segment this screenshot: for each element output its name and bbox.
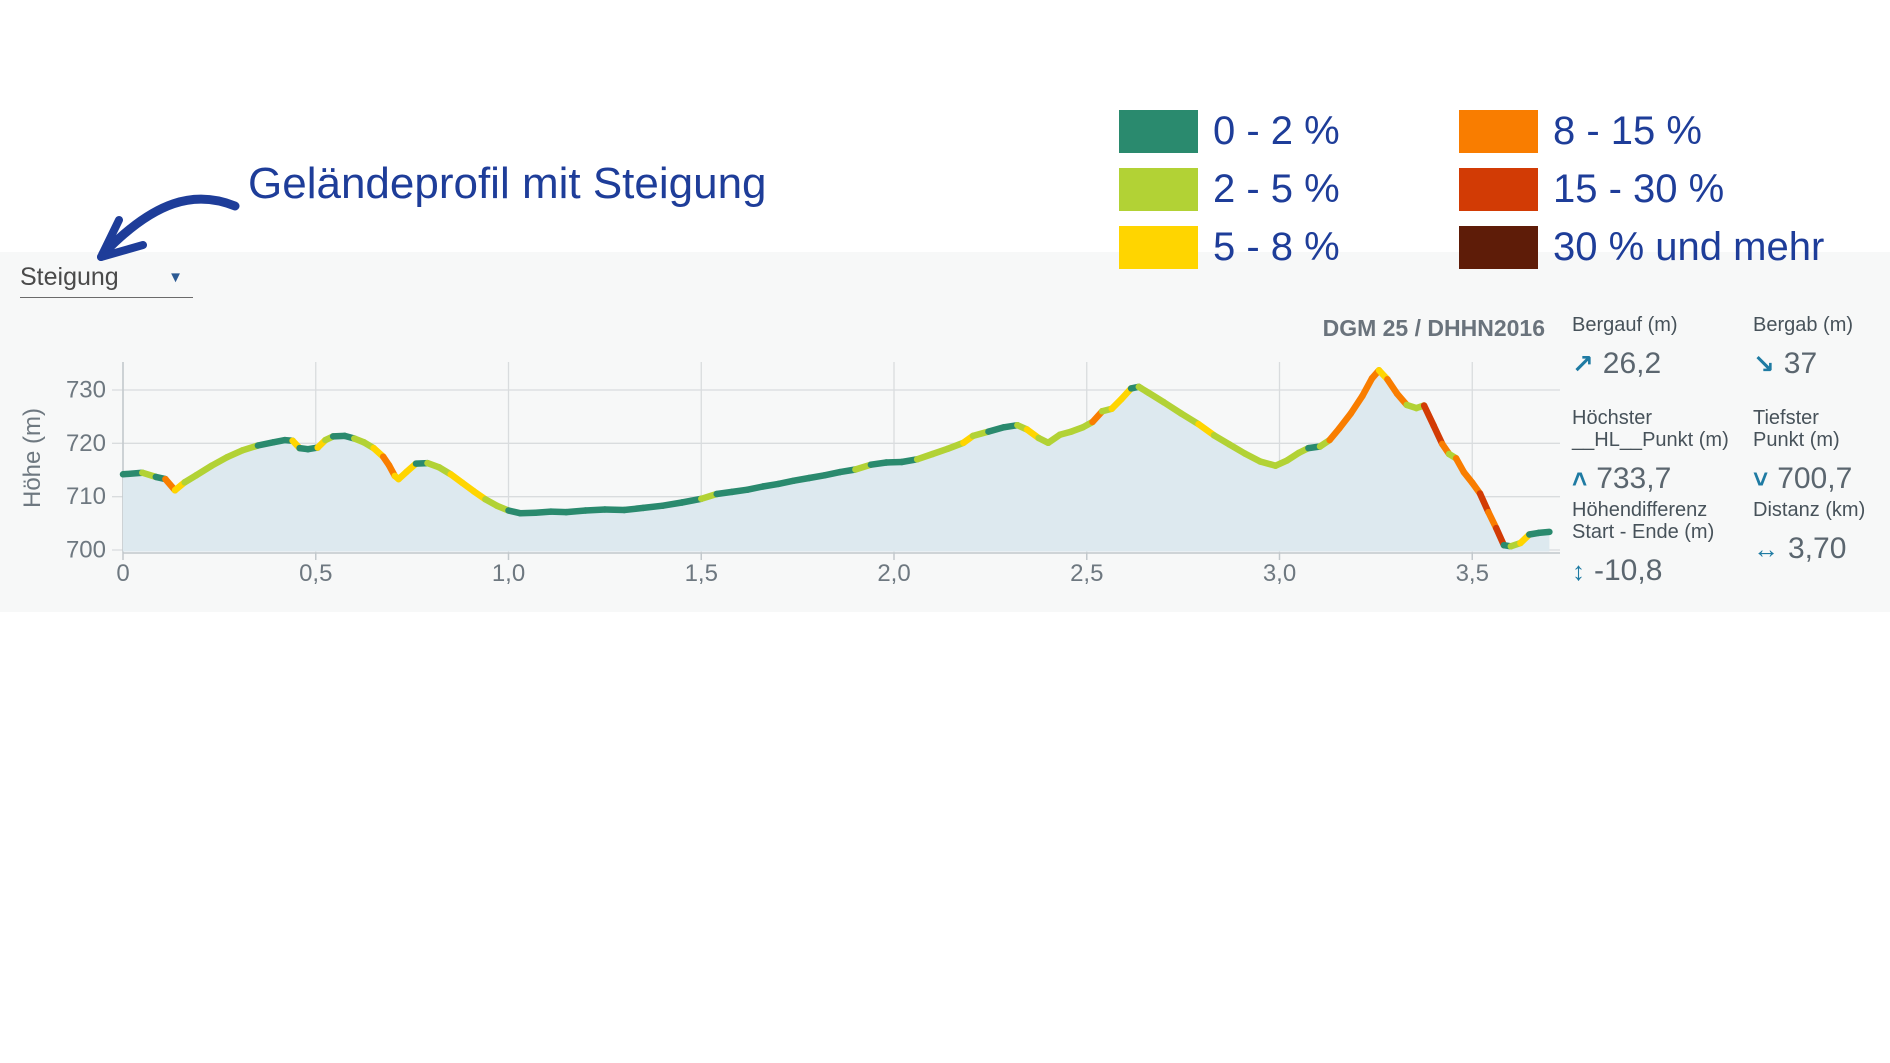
legend-label: 2 - 5 % bbox=[1213, 167, 1340, 211]
legend-item: 15 - 30 % bbox=[1459, 167, 1824, 211]
elevation-profile-chart: 700 710 720 730 0 0,5 1,0 1,5 2,0 2,5 3,0 3,5 Höhe (… bbox=[19, 362, 1560, 587]
arrow-up-right-icon: ↗ bbox=[1572, 348, 1594, 379]
x-axis-tick-label: 1,0 bbox=[492, 560, 525, 587]
stat-value: 700,7 bbox=[1777, 462, 1853, 495]
dropdown-label: Steigung bbox=[20, 263, 119, 291]
profile-segment bbox=[1430, 422, 1446, 448]
chart-band bbox=[0, 252, 1890, 612]
legend-swatch-0-2 bbox=[1119, 110, 1198, 153]
stat-value: 733,7 bbox=[1596, 462, 1672, 495]
profile-segment bbox=[1535, 528, 1553, 537]
slope-mode-dropdown[interactable]: Steigung ▼ bbox=[20, 262, 193, 298]
y-axis-tick-label: 700 bbox=[66, 537, 106, 564]
stat-value: 37 bbox=[1783, 347, 1818, 380]
profile-segment bbox=[659, 499, 686, 509]
stat-label: Start - Ende (m) bbox=[1572, 521, 1715, 543]
profile-segment bbox=[1476, 490, 1492, 516]
legend-swatch-30-plus bbox=[1459, 226, 1538, 269]
x-axis-tick-label: 2,0 bbox=[877, 560, 910, 587]
slope-legend-column-2: 8 - 15 % 15 - 30 % 30 % und mehr bbox=[1459, 109, 1825, 284]
legend-label: 5 - 8 % bbox=[1213, 225, 1340, 269]
chevron-down-icon: ▼ bbox=[168, 269, 183, 286]
y-axis-tick-label: 720 bbox=[66, 430, 106, 457]
stat-tiefster-punkt: Tiefster Punkt (m) ˅ 700,7 bbox=[1753, 407, 1890, 496]
dem-source-label: DGM 25 / DHHN2016 bbox=[1322, 315, 1545, 341]
profile-segment bbox=[1420, 402, 1437, 429]
stat-label: Höhendifferenz bbox=[1572, 499, 1708, 521]
stat-bergab: Bergab (m) ↘ 37 bbox=[1753, 314, 1890, 381]
profile-segment bbox=[1160, 399, 1185, 417]
page-title: Geländeprofil mit Steigung bbox=[248, 159, 767, 208]
arrow-left-right-icon: ↔ bbox=[1753, 533, 1779, 564]
x-axis-tick-label: 0 bbox=[116, 560, 129, 587]
arrow-down-right-icon: ↘ bbox=[1753, 348, 1775, 379]
x-axis-tick-label: 3,0 bbox=[1263, 560, 1296, 587]
stat-label: Distanz (km) bbox=[1753, 499, 1866, 521]
profile-segment bbox=[1347, 392, 1366, 417]
chevron-up-icon: ˄ bbox=[1572, 463, 1588, 494]
legend-label: 8 - 15 % bbox=[1553, 109, 1702, 153]
stat-label: Tiefster bbox=[1753, 407, 1819, 429]
legend-swatch-8-15 bbox=[1459, 110, 1538, 153]
legend-item: 0 - 2 % bbox=[1119, 109, 1340, 153]
stat-hoehendifferenz: Höhendifferenz Start - Ende (m) ↕ -10,8 bbox=[1572, 499, 1762, 588]
x-axis-tick-label: 2,5 bbox=[1070, 560, 1103, 587]
stat-hoechster-punkt: Höchster __HL__Punkt (m) ˄ 733,7 bbox=[1572, 407, 1729, 495]
legend-swatch-15-30 bbox=[1459, 168, 1538, 211]
slope-legend-column-1: 0 - 2 % 2 - 5 % 5 - 8 % bbox=[1119, 109, 1340, 284]
legend-item: 2 - 5 % bbox=[1119, 167, 1340, 211]
stat-label: Bergauf (m) bbox=[1572, 314, 1678, 336]
legend-label: 15 - 30 % bbox=[1553, 167, 1725, 211]
legend-label: 0 - 2 % bbox=[1213, 109, 1340, 153]
chevron-down-icon: ˅ bbox=[1753, 463, 1769, 494]
stat-label: Höchster bbox=[1572, 407, 1653, 429]
y-axis-tick-label: 730 bbox=[66, 377, 106, 404]
legend-label: 30 % und mehr bbox=[1553, 225, 1825, 269]
stat-label: Punkt (m) bbox=[1642, 429, 1729, 451]
legend-item: 5 - 8 % bbox=[1119, 225, 1340, 269]
x-axis-tick-label: 1,5 bbox=[685, 560, 718, 587]
stat-value: 26,2 bbox=[1602, 347, 1662, 380]
stat-bergauf: Bergauf (m) ↗ 26,2 bbox=[1572, 314, 1747, 381]
y-axis-title: Höhe (m) bbox=[19, 408, 46, 508]
profile-segment bbox=[678, 495, 705, 506]
stat-label: Punkt (m) bbox=[1753, 429, 1840, 451]
x-axis-tick-label: 0,5 bbox=[299, 560, 332, 587]
legend-swatch-5-8 bbox=[1119, 226, 1198, 269]
legend-item: 30 % und mehr bbox=[1459, 225, 1825, 269]
legend-swatch-2-5 bbox=[1119, 168, 1198, 211]
profile-segment bbox=[1177, 410, 1202, 428]
y-axis-tick-label: 710 bbox=[66, 483, 106, 510]
stat-label: Bergab (m) bbox=[1753, 314, 1854, 336]
elevation-area-fill bbox=[123, 370, 1550, 552]
stat-value: -10,8 bbox=[1594, 554, 1663, 587]
x-axis-tick-label: 3,5 bbox=[1456, 560, 1489, 587]
arrow-up-down-icon: ↕ bbox=[1572, 555, 1585, 586]
annotation-arrow-icon bbox=[97, 194, 240, 261]
legend-item: 8 - 15 % bbox=[1459, 109, 1824, 153]
stat-distanz: Distanz (km) ↔ 3,70 bbox=[1753, 499, 1890, 566]
stat-value: 3,70 bbox=[1788, 532, 1847, 565]
profile-segment bbox=[1359, 375, 1376, 400]
